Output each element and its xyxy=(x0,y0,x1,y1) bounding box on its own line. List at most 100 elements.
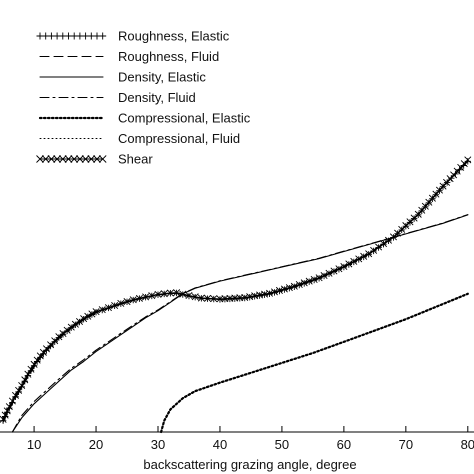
series-marker-6-5 xyxy=(11,391,20,399)
series-marker-6-59 xyxy=(275,286,283,294)
series-marker-6-69 xyxy=(325,269,333,277)
series-marker-6-44 xyxy=(197,294,205,302)
series-marker-6-18 xyxy=(55,333,63,341)
series-marker-6-77 xyxy=(365,250,373,258)
series-marker-6-40 xyxy=(173,289,181,297)
series-marker-6-61 xyxy=(285,284,293,292)
legend-marker-6 xyxy=(36,155,44,163)
series-marker-6-67 xyxy=(315,274,323,282)
series-marker-6-20 xyxy=(63,326,71,334)
series-marker-6-1 xyxy=(1,411,9,419)
series-marker-6-34 xyxy=(135,294,143,302)
series-line-3 xyxy=(11,214,469,433)
series-marker-6-24 xyxy=(80,315,88,323)
series-marker-6-58 xyxy=(270,288,279,296)
series-marker-6-35 xyxy=(142,293,150,301)
x-axis-label: backscattering grazing angle, degree xyxy=(143,457,356,472)
series-marker-6-21 xyxy=(67,323,75,331)
series-marker-6-26 xyxy=(88,310,96,318)
series-marker-0-17 xyxy=(51,338,58,345)
series-marker-6-72 xyxy=(340,262,348,270)
x-tick-label-70: 70 xyxy=(399,437,413,452)
series-marker-6-62 xyxy=(290,282,298,290)
legend-label-4: Compressional, Elastic xyxy=(118,111,251,126)
series-markers-6 xyxy=(0,156,472,423)
legend-marker-6 xyxy=(76,155,84,163)
series-marker-6-70 xyxy=(330,267,338,275)
x-ticks: 10 20 30 40 50 60 70 80 xyxy=(27,426,474,452)
legend-label-0: Roughness, Elastic xyxy=(118,29,230,44)
series-marker-6-29 xyxy=(104,304,112,312)
series-marker-6-3 xyxy=(5,403,13,411)
x-tick-label-60: 60 xyxy=(337,437,351,452)
series-marker-6-12 xyxy=(33,356,41,364)
legend-marker-6 xyxy=(98,155,107,163)
series-marker-6-73 xyxy=(345,260,353,268)
series-marker-6-78 xyxy=(370,246,378,254)
series-marker-6-38 xyxy=(160,290,168,298)
series-marker-6-65 xyxy=(305,277,313,285)
legend-marker-0 xyxy=(99,32,107,40)
series-marker-6-75 xyxy=(355,255,363,263)
series-marker-6-64 xyxy=(300,279,308,287)
series-marker-6-27 xyxy=(92,308,100,316)
series-marker-6-60 xyxy=(280,285,288,293)
legend-marker-6 xyxy=(70,155,79,163)
series-marker-6-102 xyxy=(464,156,472,164)
series-marker-6-9 xyxy=(24,370,32,378)
series-marker-6-25 xyxy=(84,312,92,320)
series-marker-6-45 xyxy=(204,294,212,302)
series-marker-6-30 xyxy=(111,302,119,310)
series-marker-6-7 xyxy=(18,381,26,389)
series-marker-6-46 xyxy=(210,295,218,303)
legend-label-3: Density, Fluid xyxy=(118,90,196,105)
series-marker-6-10 xyxy=(27,365,35,373)
legend-label-5: Compressional, Fluid xyxy=(118,131,240,146)
legend-marker-6 xyxy=(47,155,56,163)
series-marker-6-66 xyxy=(310,275,318,283)
legend-marker-6 xyxy=(93,155,101,163)
series-marker-6-57 xyxy=(266,289,274,297)
legend-label-2: Density, Elastic xyxy=(118,70,206,85)
legend-marker-6 xyxy=(87,155,96,163)
series-marker-6-42 xyxy=(185,291,193,300)
series-marker-6-36 xyxy=(148,292,156,300)
series-marker-6-81 xyxy=(384,236,393,244)
x-tick-label-30: 30 xyxy=(151,437,165,452)
series-marker-6-2 xyxy=(3,407,11,415)
series-marker-6-6 xyxy=(15,386,23,394)
legend-marker-6 xyxy=(58,155,67,163)
series-marker-6-80 xyxy=(380,240,388,248)
series-marker-6-76 xyxy=(360,252,368,260)
series-marker-6-71 xyxy=(335,265,343,273)
series-marker-6-31 xyxy=(117,299,125,307)
series-marker-6-28 xyxy=(98,306,106,314)
series-marker-6-43 xyxy=(191,293,199,301)
legend-marker-6 xyxy=(53,155,61,163)
series-marker-0-18 xyxy=(55,334,63,341)
series-marker-6-41 xyxy=(179,290,187,298)
legend-label-6: Shear xyxy=(118,152,153,167)
legend-label-1: Roughness, Fluid xyxy=(118,49,219,64)
series-marker-6-37 xyxy=(154,290,162,298)
plot-lines xyxy=(0,156,472,434)
series-marker-6-39 xyxy=(166,289,174,297)
series-marker-6-68 xyxy=(320,271,328,280)
x-tick-label-40: 40 xyxy=(213,437,227,452)
series-line-4 xyxy=(160,292,469,434)
series-marker-6-63 xyxy=(295,280,303,289)
series-marker-6-22 xyxy=(71,320,79,328)
series-marker-6-4 xyxy=(8,397,16,405)
legend-marker-6 xyxy=(64,155,73,163)
x-tick-label-20: 20 xyxy=(89,437,103,452)
series-marker-6-19 xyxy=(59,329,67,338)
x-tick-label-80: 80 xyxy=(461,437,474,452)
series-marker-6-8 xyxy=(21,376,29,384)
legend-marker-6 xyxy=(81,155,90,163)
series-marker-6-23 xyxy=(75,317,84,325)
series-marker-6-74 xyxy=(350,257,358,265)
series-marker-6-32 xyxy=(123,298,131,306)
series-marker-6-0 xyxy=(0,415,7,423)
